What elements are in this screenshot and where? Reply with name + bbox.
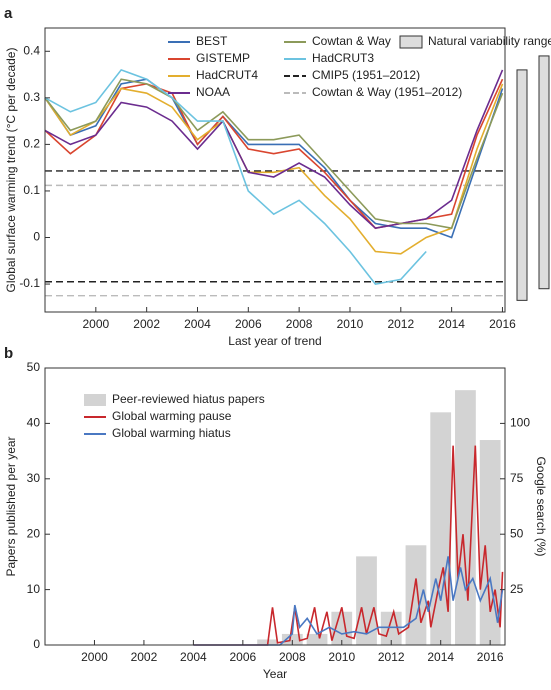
series-line (193, 556, 504, 646)
y-tick-label: 10 (27, 582, 41, 596)
y-tick-label: 20 (27, 526, 41, 540)
legend-label: NOAA (196, 85, 230, 99)
y-tick-label: 0.2 (23, 137, 40, 151)
series-line (193, 445, 504, 646)
y-tick-label: 30 (27, 471, 41, 485)
x-tick-label: 2014 (427, 650, 454, 664)
legend-label: HadCRUT4 (196, 68, 258, 82)
x-tick-label: 2002 (131, 650, 158, 664)
y-axis-label: Papers published per year (4, 436, 18, 576)
y-tick-label: 0.3 (23, 90, 40, 104)
x-tick-label: 2004 (180, 650, 207, 664)
series-line (44, 83, 504, 255)
y-tick-label: 40 (27, 416, 41, 430)
legend-label: CMIP5 (1951–2012) (312, 68, 420, 82)
x-tick-label: 2010 (337, 317, 364, 331)
legend-label: GISTEMP (196, 51, 250, 65)
bar (356, 556, 377, 645)
y-tick-label: 0 (33, 230, 40, 244)
legend-swatch (399, 35, 423, 49)
y-tick-label: 0.4 (23, 43, 40, 57)
legend-swatch (84, 394, 106, 406)
x-tick-label: 2014 (438, 317, 465, 331)
y2-tick-label: 100 (510, 416, 530, 430)
y-tick-label: 0 (33, 637, 40, 651)
legend-label: Peer-reviewed hiatus papers (112, 392, 265, 406)
x-tick-label: 2016 (489, 317, 516, 331)
y2-tick-label: 75 (510, 471, 524, 485)
x-axis-label: Year (263, 667, 287, 681)
bar (455, 390, 476, 645)
x-tick-label: 2000 (82, 317, 109, 331)
plot-frame (44, 27, 506, 313)
x-tick-label: 2012 (387, 317, 414, 331)
panel-label: b (4, 345, 13, 362)
legend-label: Global warming pause (112, 409, 232, 423)
bar (479, 440, 501, 645)
x-tick-label: 2008 (286, 317, 313, 331)
range-bar (516, 69, 528, 301)
panel-label: a (4, 5, 13, 22)
bar (306, 633, 328, 645)
x-axis-label: Last year of trend (228, 334, 321, 348)
series-line (44, 78, 504, 239)
series-line (44, 69, 504, 230)
plot-frame (44, 367, 506, 646)
bar (405, 545, 427, 645)
x-tick-label: 2012 (378, 650, 405, 664)
x-tick-label: 2004 (184, 317, 211, 331)
y-tick-label: 50 (27, 360, 41, 374)
legend-label: Natural variability range (428, 34, 551, 48)
x-tick-label: 2006 (235, 317, 262, 331)
x-tick-label: 2000 (81, 650, 108, 664)
y-tick-label: 0.1 (23, 183, 40, 197)
x-tick-label: 2016 (477, 650, 504, 664)
y2-tick-label: 25 (510, 582, 524, 596)
series-line (44, 78, 504, 230)
legend-label: BEST (196, 34, 228, 48)
x-tick-label: 2006 (229, 650, 256, 664)
y-tick-label: -0.1 (19, 276, 40, 290)
x-tick-label: 2010 (328, 650, 355, 664)
legend-label: HadCRUT3 (312, 51, 374, 65)
legend-label: Cowtan & Way (1951–2012) (312, 85, 462, 99)
series-line (44, 68, 427, 285)
legend-label: Cowtan & Way (312, 34, 391, 48)
y-axis-label: Global surface warming trend (°C per dec… (4, 48, 18, 293)
range-bar (538, 55, 550, 290)
x-tick-label: 2008 (279, 650, 306, 664)
legend-label: Global warming hiatus (112, 426, 231, 440)
y2-tick-label: 50 (510, 526, 524, 540)
y2-axis-label: Google search (%) (534, 456, 548, 556)
series-line (44, 78, 504, 230)
x-tick-label: 2002 (133, 317, 160, 331)
bar (281, 633, 303, 645)
